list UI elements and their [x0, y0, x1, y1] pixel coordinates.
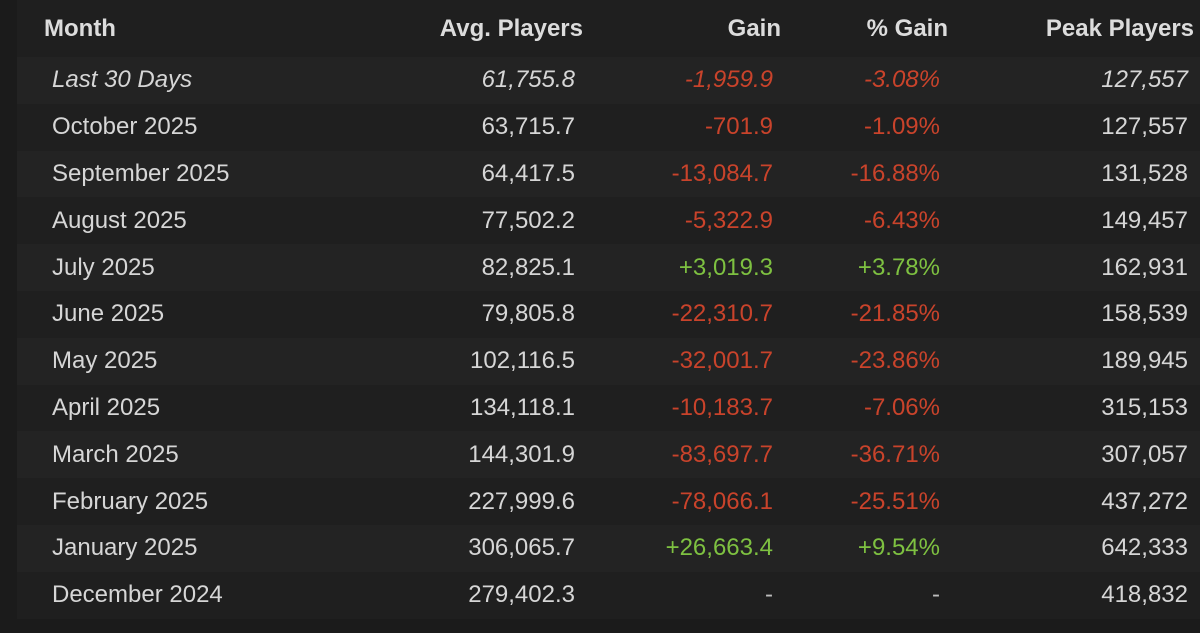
table-row: July 2025 82,825.1 +3,019.3 +3.78% 162,931: [17, 244, 1200, 291]
pct-gain-cell: -21.85%: [850, 300, 940, 328]
pct-gain-cell: +3.78%: [857, 253, 940, 281]
gain-cell: -32,001.7: [671, 347, 773, 375]
table-row: August 2025 77,502.2 -5,322.9 -6.43% 149,457: [17, 197, 1200, 245]
monthly-players-table: Month Avg. Players Gain % Gain Peak Play…: [17, 0, 1200, 619]
month-cell: September 2025: [52, 159, 230, 187]
pct-gain-cell: -: [932, 581, 940, 609]
peak-players-cell: 437,272: [1101, 487, 1188, 515]
table-row: December 2024 279,402.3 - - 418,832: [17, 571, 1200, 619]
avg-players-cell: 102,116.5: [470, 347, 575, 375]
peak-players-cell: 162,931: [1101, 253, 1188, 281]
gain-cell: -5,322.9: [684, 206, 773, 234]
month-cell: February 2025: [52, 487, 209, 515]
gain-cell: -83,697.7: [671, 440, 773, 468]
peak-players-cell: 131,528: [1101, 159, 1188, 187]
peak-players-cell: 189,945: [1101, 347, 1188, 375]
month-cell: August 2025: [52, 206, 187, 234]
column-header-month[interactable]: Month: [44, 14, 116, 42]
month-cell: Last 30 Days: [52, 66, 193, 94]
gain-cell: -78,066.1: [671, 487, 773, 515]
gain-cell: -701.9: [704, 113, 773, 141]
avg-players-cell: 144,301.9: [468, 440, 575, 468]
gain-cell: -10,183.7: [671, 393, 773, 421]
month-cell: April 2025: [52, 393, 161, 421]
avg-players-cell: 77,502.2: [481, 206, 575, 234]
avg-players-cell: 63,715.7: [481, 113, 575, 141]
pct-gain-cell: -16.88%: [850, 159, 940, 187]
peak-players-cell: 418,832: [1101, 581, 1188, 609]
month-cell: January 2025: [52, 534, 198, 562]
table-row: February 2025 227,999.6 -78,066.1 -25.51% 43…: [17, 478, 1200, 525]
avg-players-cell: 227,999.6: [468, 487, 575, 515]
peak-players-cell: 642,333: [1101, 534, 1188, 562]
pct-gain-cell: -1.09%: [863, 113, 940, 141]
column-header-gain[interactable]: Gain: [727, 14, 781, 42]
peak-players-cell: 315,153: [1101, 393, 1188, 421]
month-cell: June 2025: [52, 300, 165, 328]
gain-cell: -22,310.7: [671, 300, 773, 328]
avg-players-cell: 79,805.8: [481, 300, 575, 328]
table-row: October 2025 63,715.7 -701.9 -1.09% 127,557: [17, 103, 1200, 151]
table-row: May 2025 102,116.5 -32,001.7 -23.86% 189,945: [17, 337, 1200, 385]
pct-gain-cell: -6.43%: [863, 206, 940, 234]
avg-players-cell: 64,417.5: [481, 159, 575, 187]
gain-cell: -13,084.7: [671, 159, 773, 187]
gain-cell: -1,959.9: [684, 66, 773, 94]
gain-cell: +3,019.3: [678, 253, 773, 281]
pct-gain-cell: -23.86%: [850, 347, 940, 375]
avg-players-cell: 279,402.3: [468, 581, 575, 609]
player-stats-panel: Month Avg. Players Gain % Gain Peak Play…: [17, 0, 1200, 619]
peak-players-cell: 158,539: [1101, 300, 1188, 328]
column-header-peak-players[interactable]: Peak Players: [1045, 14, 1194, 42]
peak-players-cell: 307,057: [1101, 440, 1188, 468]
table-row: June 2025 79,805.8 -22,310.7 -21.85% 158,539: [17, 290, 1200, 338]
peak-players-cell: 127,557: [1101, 66, 1188, 94]
pct-gain-cell: -7.06%: [863, 393, 940, 421]
pct-gain-cell: +9.54%: [857, 534, 940, 562]
table-row: Last 30 Days 61,755.8 -1,959.9 -3.08% 127,55…: [17, 57, 1200, 104]
peak-players-cell: 149,457: [1101, 206, 1188, 234]
pct-gain-cell: -25.51%: [850, 487, 940, 515]
avg-players-cell: 82,825.1: [481, 253, 575, 281]
peak-players-cell: 127,557: [1101, 113, 1188, 141]
month-cell: July 2025: [52, 253, 155, 281]
pct-gain-cell: -3.08%: [863, 66, 940, 94]
table-row: April 2025 134,118.1 -10,183.7 -7.06% 315,15…: [17, 384, 1200, 432]
month-cell: October 2025: [52, 113, 198, 141]
gain-cell: +26,663.4: [665, 534, 773, 562]
month-cell: March 2025: [52, 440, 179, 468]
table-row: March 2025 144,301.9 -83,697.7 -36.71% 307,0…: [17, 431, 1200, 479]
column-header-avg-players[interactable]: Avg. Players: [439, 14, 583, 42]
table-header-row: Month Avg. Players Gain % Gain Peak Play…: [17, 0, 1200, 57]
column-header-pct-gain[interactable]: % Gain: [866, 14, 948, 42]
table-body: Last 30 Days 61,755.8 -1,959.9 -3.08% 127,55…: [17, 57, 1200, 619]
table-row: January 2025 306,065.7 +26,663.4 +9.54% 642,…: [17, 524, 1200, 572]
avg-players-cell: 61,755.8: [481, 66, 575, 94]
gain-cell: -: [765, 581, 773, 609]
month-cell: December 2024: [52, 581, 223, 609]
avg-players-cell: 134,118.1: [470, 393, 575, 421]
avg-players-cell: 306,065.7: [468, 534, 575, 562]
month-cell: May 2025: [52, 347, 158, 375]
table-row: September 2025 64,417.5 -13,084.7 -16.88% 13…: [17, 150, 1200, 198]
pct-gain-cell: -36.71%: [850, 440, 940, 468]
